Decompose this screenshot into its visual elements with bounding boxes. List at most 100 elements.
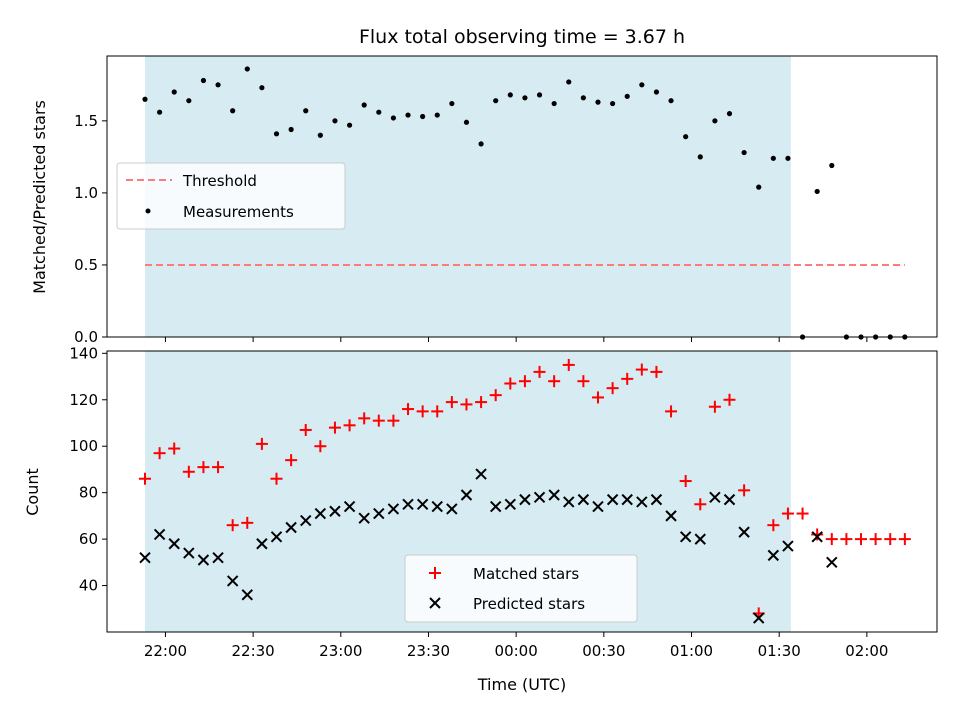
measurement-point	[668, 98, 674, 104]
measurement-point	[566, 79, 572, 85]
measurement-point	[493, 98, 499, 104]
predicted-star-point	[577, 493, 590, 506]
measurement-point	[785, 155, 791, 161]
matched-star-point	[372, 414, 385, 427]
predicted-star-point	[460, 489, 473, 501]
measurement-point	[230, 108, 236, 114]
matched-star-point	[343, 419, 356, 432]
predicted-star-point	[285, 521, 297, 534]
measurement-point	[186, 98, 192, 104]
matched-star-point	[299, 423, 312, 436]
predicted-star-point	[709, 491, 721, 504]
predicted-star-point	[548, 489, 560, 501]
predicted-star-point	[183, 547, 195, 559]
measurement-point	[741, 149, 747, 156]
matched-star-point	[182, 465, 195, 478]
xtick-label: 00:00	[495, 642, 538, 660]
measurement-point	[244, 66, 250, 72]
xtick-label: 22:00	[144, 642, 187, 660]
measurement-point	[259, 85, 265, 91]
predicted-star-point	[592, 500, 604, 513]
predicted-star-point	[679, 531, 692, 543]
bot-ytick-label: 80	[79, 484, 98, 502]
matched-star-point	[723, 393, 736, 406]
legend-matched-swatch	[429, 567, 441, 579]
predicted-star-point	[665, 510, 677, 522]
predicted-star-point	[402, 498, 414, 510]
matched-star-point	[796, 507, 809, 520]
measurement-point	[215, 82, 221, 88]
bot-ytick-label: 140	[69, 344, 98, 362]
matched-star-point	[168, 442, 181, 455]
measurement-point	[449, 100, 455, 107]
bot-ytick-label: 40	[79, 577, 98, 595]
matched-star-point	[577, 375, 590, 388]
measurement-point	[332, 118, 338, 124]
matched-star-point	[825, 533, 838, 546]
measurement-point	[595, 99, 601, 105]
bottom-panel: 40 60 80 100 120 140 22:00 22:30 23:00 23:30 00:0…	[23, 344, 938, 694]
measurement-point	[609, 100, 616, 107]
matched-star-point	[226, 519, 239, 532]
matched-star-point	[855, 533, 868, 546]
measurement-point	[157, 109, 163, 115]
predicted-star-point	[446, 503, 458, 515]
measurement-point	[522, 95, 528, 101]
measurement-point	[712, 118, 718, 124]
top-legend: Threshold Measurements	[116, 162, 346, 230]
measurement-point	[317, 132, 323, 138]
measurement-point	[361, 102, 367, 108]
matched-star-point	[708, 400, 721, 413]
bottom-plot-frame	[106, 350, 938, 633]
matched-star-point	[358, 412, 371, 425]
matched-star-point	[212, 461, 225, 474]
measurement-point	[551, 100, 557, 107]
xtick-label: 01:30	[758, 642, 801, 660]
matched-star-point	[431, 405, 444, 418]
measurement-point	[478, 141, 484, 147]
predicted-star-point	[358, 512, 370, 524]
predicted-star-point	[738, 526, 750, 538]
predicted-star-point	[168, 538, 180, 550]
top-plot-frame	[106, 55, 938, 338]
predicted-star-point	[197, 554, 210, 566]
measurement-point	[653, 89, 660, 95]
predicted-star-point	[300, 514, 312, 527]
bot-ytick-label: 60	[79, 530, 98, 548]
predicted-star-point	[504, 498, 517, 510]
matched-star-point	[781, 507, 794, 520]
predicted-star-point	[563, 496, 575, 508]
matched-star-point	[387, 414, 400, 427]
matched-star-point	[840, 533, 853, 546]
measurement-point	[303, 108, 309, 114]
measurement-point	[376, 109, 382, 115]
measurement-point	[171, 89, 177, 95]
predicted-star-point	[153, 528, 166, 541]
chart-title: Flux total observing time = 3.67 h	[359, 26, 685, 48]
predicted-star-point	[329, 505, 341, 517]
measurement-point	[200, 77, 207, 84]
predicted-star-point	[636, 496, 648, 508]
matched-star-point	[898, 533, 911, 546]
xtick-label: 23:00	[319, 642, 362, 660]
matched-star-point	[328, 421, 341, 434]
matched-star-point	[314, 440, 327, 453]
legend-predicted-label: Predicted stars	[473, 595, 585, 613]
bottom-legend: Matched stars Predicted stars	[404, 554, 638, 623]
measurement-point	[639, 82, 645, 88]
top-panel: 0.0 0.5 1.0 1.5 Matched/Predicted stars Thr…	[30, 55, 938, 346]
matched-star-point	[285, 454, 298, 467]
predicted-star-point	[373, 507, 385, 520]
matched-star-point	[811, 528, 824, 541]
predicted-star-point	[694, 533, 706, 545]
predicted-star-point	[826, 556, 838, 569]
xtick-label: 23:30	[407, 642, 450, 660]
matched-star-point	[197, 461, 210, 474]
predicted-star-point	[241, 589, 253, 601]
predicted-star-point	[723, 493, 736, 506]
measurement-point	[697, 154, 703, 160]
predicted-star-point	[270, 531, 283, 543]
matched-star-point	[562, 358, 575, 371]
matched-star-point	[738, 484, 751, 497]
xtick-label: 00:30	[582, 642, 625, 660]
